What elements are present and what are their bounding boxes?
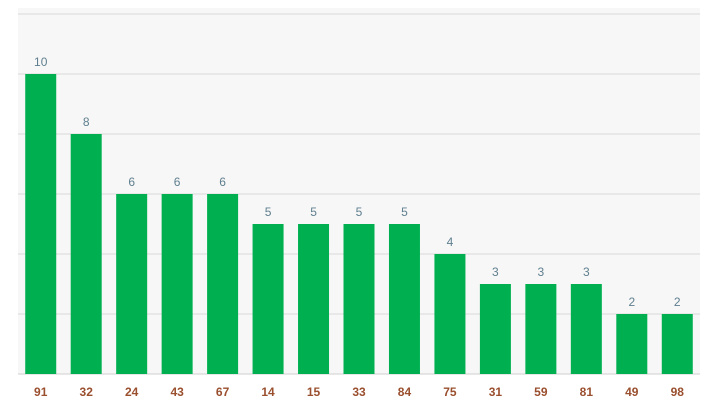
bar-81[interactable]: [570, 284, 602, 374]
value-label-43: 6: [174, 175, 181, 189]
bar-98[interactable]: [661, 314, 693, 374]
bars: [25, 74, 693, 374]
value-label-31: 3: [492, 265, 499, 279]
category-label-31: 31: [489, 385, 503, 399]
bar-31[interactable]: [479, 284, 511, 374]
category-label-98: 98: [671, 385, 685, 399]
category-label-81: 81: [580, 385, 594, 399]
category-label-75: 75: [443, 385, 457, 399]
value-label-15: 5: [310, 205, 317, 219]
value-label-81: 3: [583, 265, 590, 279]
value-label-32: 8: [83, 115, 90, 129]
bar-32[interactable]: [70, 134, 102, 374]
category-label-32: 32: [80, 385, 94, 399]
bar-67[interactable]: [207, 194, 239, 374]
value-label-84: 5: [401, 205, 408, 219]
category-label-67: 67: [216, 385, 230, 399]
bar-75[interactable]: [434, 254, 466, 374]
value-label-67: 6: [219, 175, 226, 189]
bar-14[interactable]: [252, 224, 284, 374]
category-label-43: 43: [170, 385, 184, 399]
category-label-15: 15: [307, 385, 321, 399]
category-label-91: 91: [34, 385, 48, 399]
category-label-33: 33: [352, 385, 366, 399]
category-label-59: 59: [534, 385, 548, 399]
value-label-59: 3: [538, 265, 545, 279]
category-label-14: 14: [261, 385, 275, 399]
value-label-98: 2: [674, 295, 681, 309]
bar-33[interactable]: [343, 224, 375, 374]
bar-84[interactable]: [388, 224, 420, 374]
value-label-75: 4: [447, 235, 454, 249]
value-label-14: 5: [265, 205, 272, 219]
bar-43[interactable]: [161, 194, 193, 374]
bar-24[interactable]: [116, 194, 148, 374]
value-label-24: 6: [128, 175, 135, 189]
category-label-49: 49: [625, 385, 639, 399]
value-label-33: 5: [356, 205, 363, 219]
value-label-49: 2: [628, 295, 635, 309]
bar-59[interactable]: [525, 284, 557, 374]
category-labels: 91 32 24 43 67 14 15 33 84 75 31 59 81 49 98: [34, 385, 684, 399]
bar-91[interactable]: [25, 74, 57, 374]
bar-49[interactable]: [616, 314, 648, 374]
category-label-24: 24: [125, 385, 139, 399]
value-labels: 10 8 6 6 6 5 5 5 5 4 3 3 3 2 2: [34, 55, 681, 309]
category-label-84: 84: [398, 385, 412, 399]
bar-15[interactable]: [298, 224, 330, 374]
value-label-91: 10: [34, 55, 48, 69]
